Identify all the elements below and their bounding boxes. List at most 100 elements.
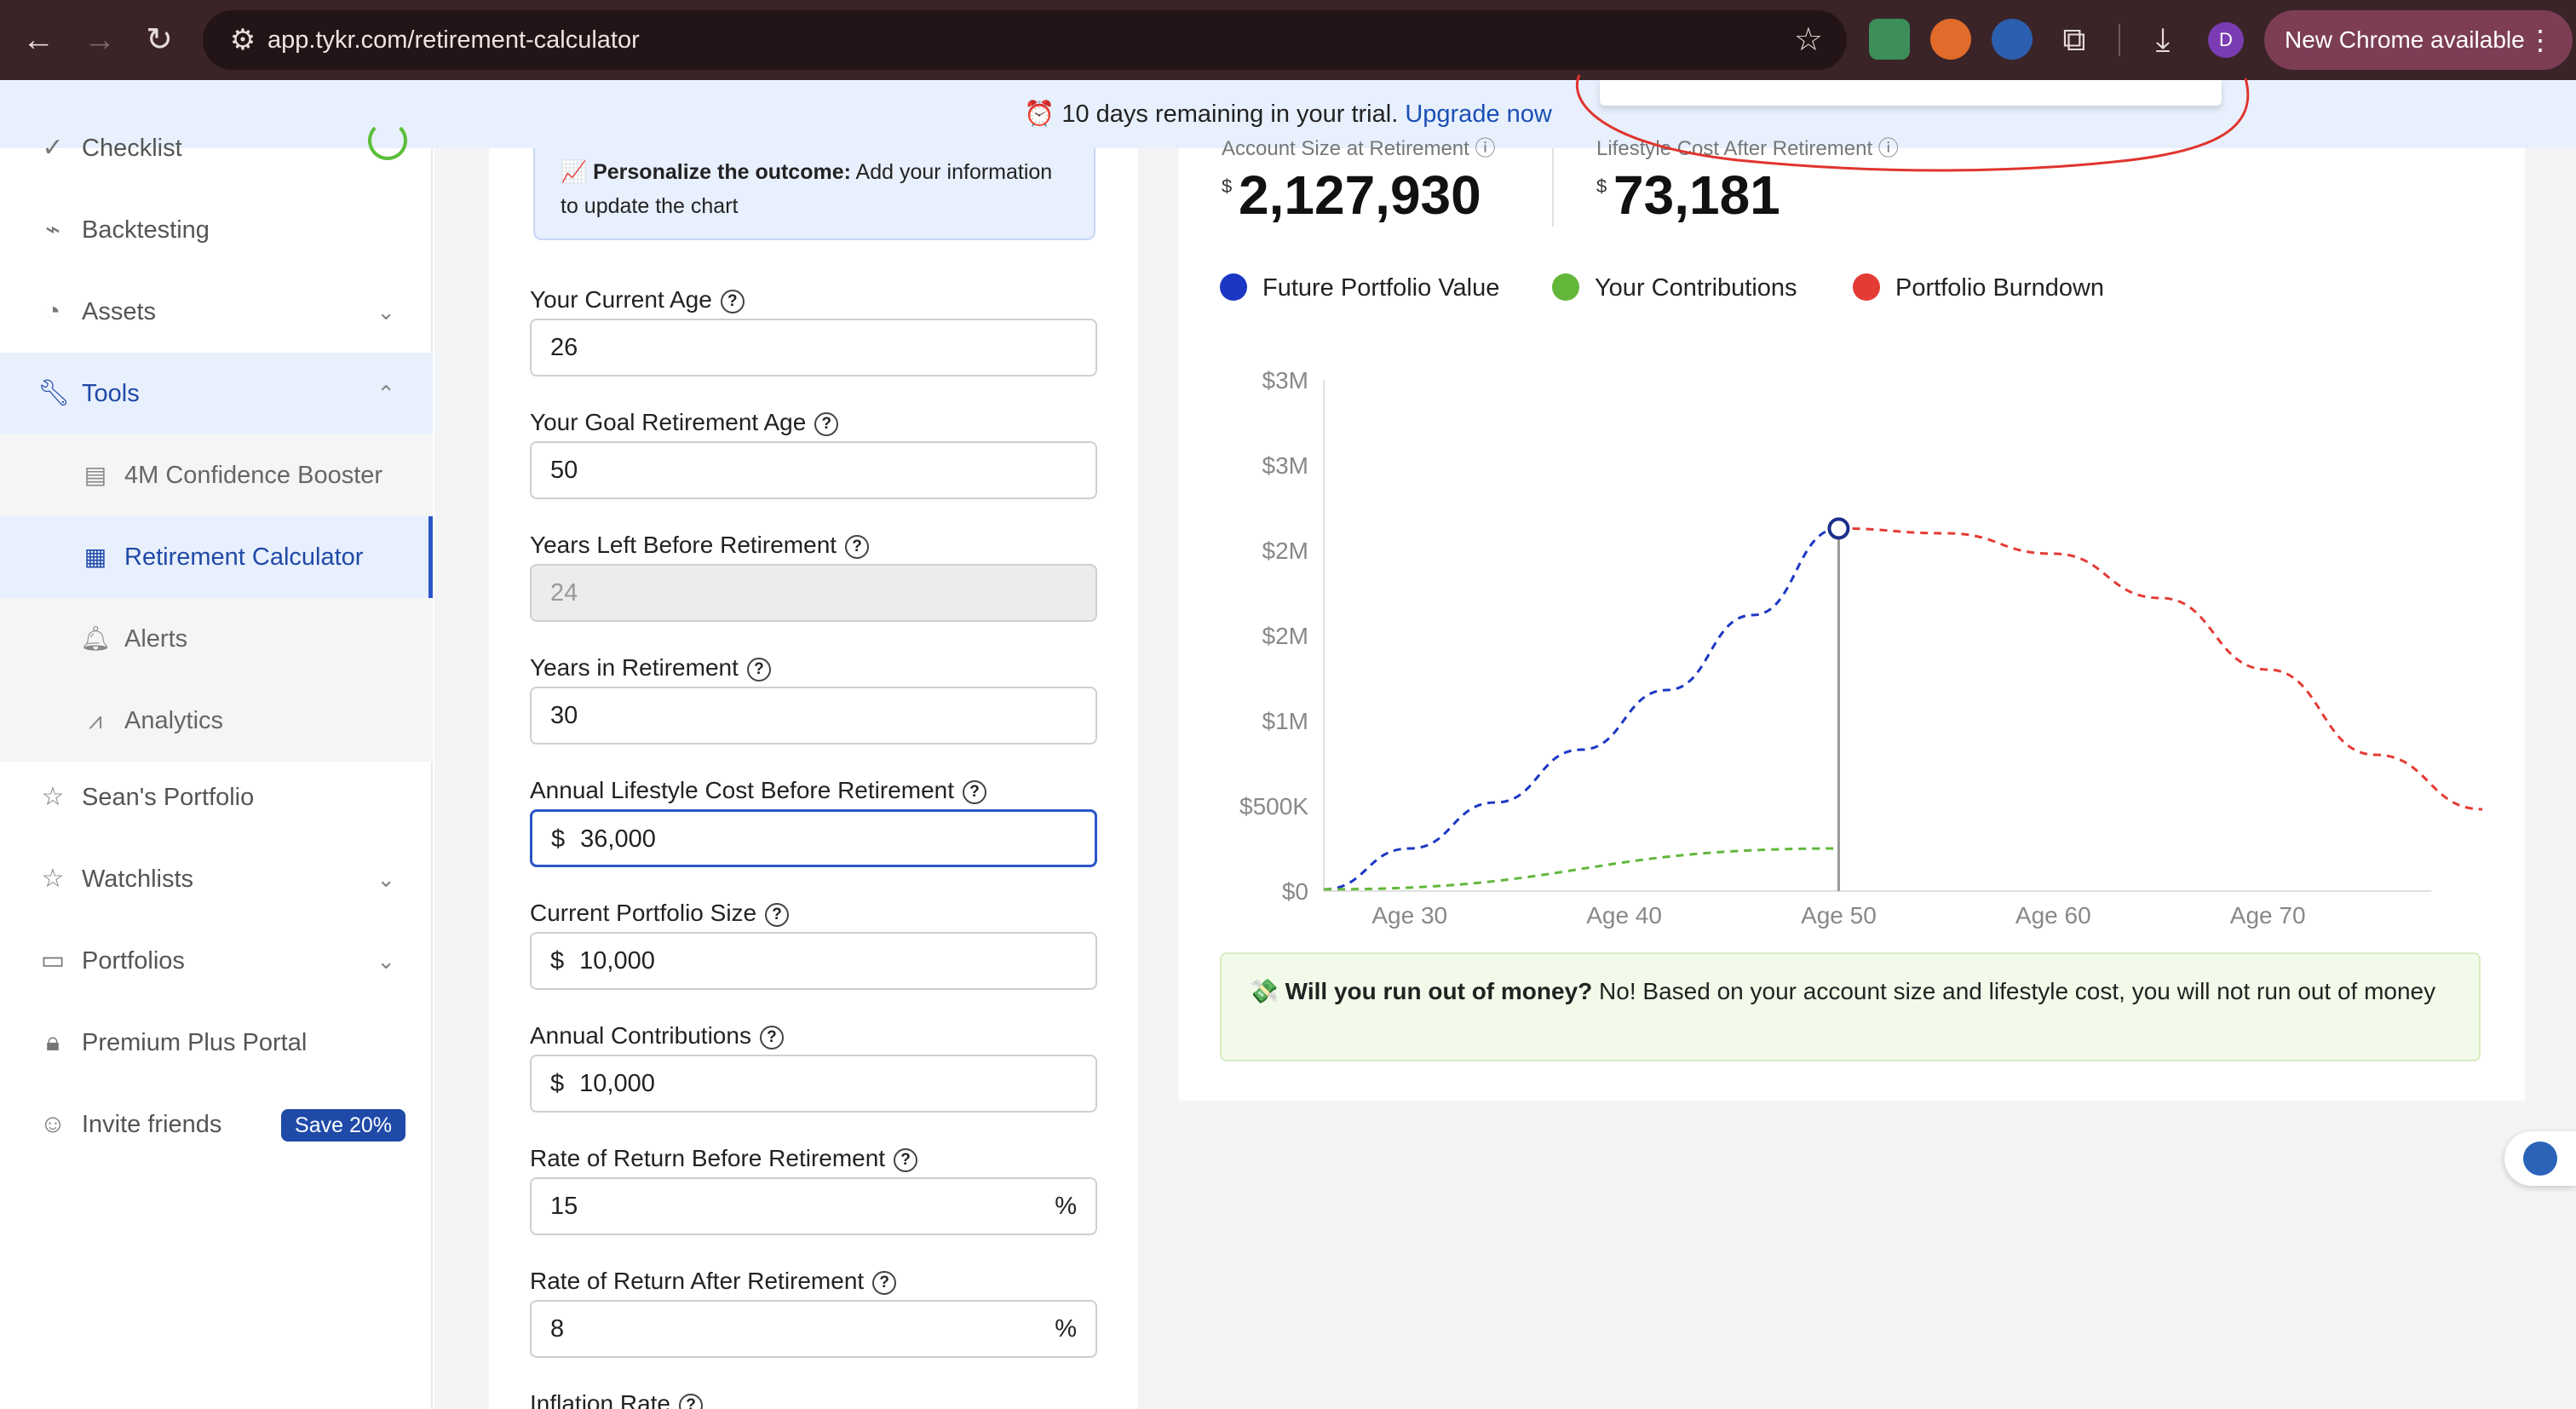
new-chrome-label: New Chrome available	[2285, 26, 2525, 53]
y-tick-label: $2M	[1262, 623, 1308, 649]
back-arrow-icon[interactable]: ←	[22, 22, 55, 58]
bell-icon: 🔔︎	[80, 625, 111, 652]
annual-contributions-label: Annual Contributions?	[530, 1021, 784, 1051]
sidebar-item-label: Assets	[82, 298, 157, 325]
chevron-down-icon: ⌄	[377, 948, 395, 974]
rate-after-input[interactable]: 8%	[530, 1300, 1097, 1358]
help-icon[interactable]: ?	[759, 1025, 784, 1050]
sidebar: ✓ Checklist ⌁ Backtesting ◔ Assets ⌄ 🔧︎ …	[0, 121, 433, 1409]
profile-avatar[interactable]: D	[2208, 22, 2244, 58]
lock-icon: 🔒︎	[46, 1028, 60, 1056]
portfolio-chart: $3M $3M $2M $2M $1M $500K $0 Age 30 Age 40 Age 50…	[1239, 367, 2483, 929]
years-in-retirement-input[interactable]: 30	[530, 687, 1097, 745]
account-size-value: 2,127,930	[1239, 164, 1481, 226]
pie-chart-icon: ◔	[44, 297, 61, 325]
sidebar-item-label: Alerts	[124, 625, 188, 653]
help-widget-button[interactable]	[2504, 1131, 2576, 1186]
legend-swatch	[1552, 273, 1579, 302]
run-out-of-money-callout: 💸 Will you run out of money? No! Based o…	[1220, 952, 2481, 1061]
annual-contributions-input[interactable]: $10,000	[530, 1055, 1097, 1113]
series-line	[1323, 847, 1839, 891]
address-bar[interactable]: ⚙ app.tykr.com/retirement-calculator ☆	[203, 10, 1847, 70]
help-icon[interactable]: ?	[765, 902, 790, 927]
y-tick-label: $500K	[1239, 793, 1308, 820]
sidebar-item-label: Invite friends	[82, 1111, 222, 1138]
rate-after-label: Rate of Return After Retirement?	[530, 1266, 897, 1297]
sidebar-item-premium-plus-portal[interactable]: 🔒︎ Premium Plus Portal	[0, 1002, 433, 1084]
extension-icon[interactable]	[1992, 19, 2033, 60]
sidebar-item-confidence-booster[interactable]: ▤ 4M Confidence Booster	[0, 434, 433, 516]
help-icon[interactable]: ?	[963, 779, 987, 804]
legend-item[interactable]: Your Contributions	[1552, 271, 1797, 305]
sidebar-item-invite-friends[interactable]: ☺ Invite friends Save 20%	[0, 1084, 433, 1165]
extensions-puzzle-icon[interactable]: ⧉	[2062, 22, 2086, 58]
y-tick-label: $1M	[1262, 708, 1308, 734]
sidebar-item-seans-portfolio[interactable]: ☆ Sean's Portfolio	[0, 756, 433, 838]
help-icon[interactable]: ?	[679, 1393, 703, 1409]
downloads-icon[interactable]: ⤓	[2155, 22, 2171, 58]
bookmark-star-icon[interactable]: ☆	[1793, 22, 1823, 58]
y-tick-label: $3M	[1262, 452, 1308, 479]
url-text[interactable]: app.tykr.com/retirement-calculator	[267, 26, 640, 54]
y-tick-label: $2M	[1262, 538, 1308, 564]
sidebar-item-portfolios[interactable]: ▭ Portfolios ⌄	[0, 920, 433, 1002]
x-tick-label: Age 60	[2015, 902, 2091, 929]
sidebar-item-label: Analytics	[124, 707, 224, 734]
help-icon[interactable]: ?	[872, 1270, 897, 1295]
legend-item[interactable]: Portfolio Burndown	[1853, 271, 2104, 305]
site-settings-icon[interactable]: ⚙	[229, 24, 256, 56]
sidebar-item-label: Watchlists	[82, 866, 194, 893]
help-icon[interactable]: ?	[814, 411, 839, 436]
legend-item[interactable]: Future Portfolio Value	[1220, 271, 1499, 305]
series-line	[1838, 526, 2483, 811]
help-icon[interactable]: ?	[845, 534, 870, 559]
current-age-input[interactable]: 26	[530, 319, 1097, 377]
sidebar-item-tools[interactable]: 🔧︎ Tools ⌃	[0, 353, 433, 434]
years-left-input: 24	[530, 564, 1097, 622]
lifestyle-cost-input[interactable]: $36,000	[530, 809, 1097, 867]
sidebar-item-assets[interactable]: ◔ Assets ⌄	[0, 271, 433, 353]
account-currency: $	[1222, 175, 1233, 197]
assistant-icon	[2523, 1142, 2557, 1176]
chevron-down-icon: ⌄	[377, 299, 395, 325]
extension-icon[interactable]	[1869, 19, 1910, 60]
sidebar-item-watchlists[interactable]: ☆ Watchlists ⌄	[0, 838, 433, 920]
current-age-label: Your Current Age?	[530, 285, 745, 315]
rate-before-input[interactable]: 15%	[530, 1177, 1097, 1235]
account-size-label: Account Size at Retirement ⓘ	[1222, 137, 1496, 160]
help-icon[interactable]: ?	[720, 289, 745, 313]
star-icon: ☆	[41, 865, 65, 893]
sidebar-item-analytics[interactable]: ⩘ Analytics	[0, 680, 433, 762]
y-tick-label: $3M	[1262, 367, 1308, 394]
chevron-up-icon: ⌃	[377, 381, 395, 406]
chart-emoji-icon: 📈	[561, 160, 588, 184]
sidebar-item-label: Premium Plus Portal	[82, 1029, 308, 1056]
help-icon[interactable]: ?	[746, 657, 771, 681]
personalize-text: Add your information to update the chart	[561, 160, 1053, 218]
red-annotation-circle	[1575, 74, 2250, 172]
lifestyle-cost-after-label: Lifestyle Cost After Retirement ⓘ	[1596, 137, 1899, 160]
reload-icon[interactable]: ↻	[146, 22, 173, 58]
portfolio-size-input[interactable]: $10,000	[530, 932, 1097, 990]
chevron-down-icon: ⌄	[377, 866, 395, 892]
new-chrome-available-button[interactable]: New Chrome available ⋮	[2264, 10, 2573, 70]
sidebar-item-backtesting[interactable]: ⌁ Backtesting	[0, 189, 433, 271]
toolbar-divider	[2119, 24, 2120, 56]
sidebar-item-label: Sean's Portfolio	[82, 784, 255, 811]
x-tick-label: Age 30	[1371, 902, 1447, 929]
sidebar-item-alerts[interactable]: 🔔︎ Alerts	[0, 598, 433, 680]
extension-icon[interactable]	[1930, 19, 1971, 60]
results-card	[1179, 148, 2525, 1101]
lifestyle-currency: $	[1596, 175, 1607, 197]
sidebar-item-checklist[interactable]: ✓ Checklist	[0, 114, 433, 182]
goal-retirement-age-input[interactable]: 50	[530, 441, 1097, 499]
checklist-icon: ✓	[42, 134, 64, 162]
forward-arrow-icon[interactable]: →	[83, 22, 116, 58]
upgrade-now-link[interactable]: Upgrade now	[1405, 101, 1552, 128]
stat-divider	[1552, 148, 1554, 227]
x-tick-label: Age 70	[2230, 902, 2306, 929]
tooltip-popup	[1600, 80, 2222, 106]
help-icon[interactable]: ?	[894, 1147, 918, 1172]
sidebar-item-retirement-calculator[interactable]: ▦ Retirement Calculator	[0, 516, 433, 598]
y-tick-label: $0	[1282, 878, 1308, 905]
